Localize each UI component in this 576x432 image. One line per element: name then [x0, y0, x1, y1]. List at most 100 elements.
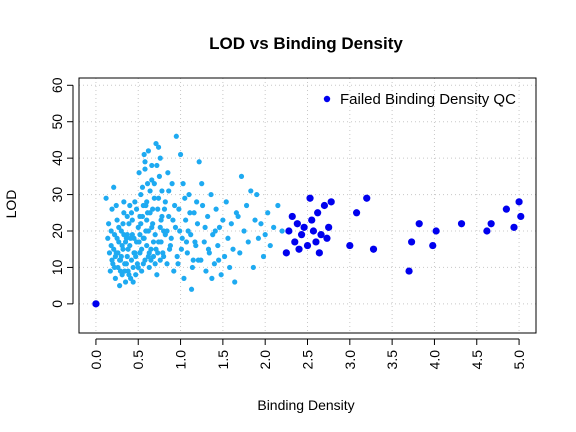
- data-point: [157, 155, 163, 161]
- data-point: [142, 166, 148, 172]
- data-point: [151, 181, 157, 187]
- data-point: [154, 272, 160, 278]
- y-tick-label: 0: [49, 300, 65, 308]
- data-point: [216, 257, 222, 263]
- data-point-failed: [405, 267, 413, 275]
- data-point: [139, 184, 146, 190]
- x-tick-label: 0.5: [130, 350, 146, 370]
- data-point: [149, 162, 155, 169]
- data-point: [212, 228, 218, 234]
- data-point: [142, 159, 148, 165]
- data-point: [112, 275, 118, 281]
- data-point: [146, 264, 152, 271]
- data-point: [271, 224, 277, 230]
- data-point-failed: [325, 223, 333, 231]
- x-axis-label: Binding Density: [257, 397, 354, 413]
- data-point: [183, 217, 189, 223]
- x-tick-label: 1.5: [215, 350, 231, 370]
- data-point: [143, 228, 149, 234]
- data-point: [151, 195, 157, 201]
- x-tick-label: 5.0: [511, 350, 527, 370]
- data-point: [118, 253, 124, 260]
- data-point: [166, 188, 172, 194]
- data-point: [147, 188, 153, 194]
- x-tick-label: 3.0: [342, 350, 358, 370]
- data-point: [237, 250, 243, 256]
- data-point: [168, 235, 174, 241]
- data-point: [180, 181, 186, 187]
- data-point: [141, 235, 147, 241]
- x-tick-label: 2.0: [257, 350, 273, 370]
- legend-marker-failed: [323, 95, 331, 103]
- data-point: [124, 253, 130, 260]
- data-point-failed: [309, 227, 318, 235]
- data-point: [136, 170, 142, 176]
- data-point: [106, 250, 113, 256]
- data-point: [111, 264, 118, 271]
- chart-title: LOD vs Binding Density: [209, 34, 403, 53]
- data-point: [213, 206, 219, 212]
- data-point-failed: [327, 198, 335, 206]
- data-point: [243, 202, 250, 209]
- data-point: [267, 242, 273, 249]
- y-axis: 0 10 20 30 40 50 60: [49, 77, 74, 308]
- data-point: [144, 181, 151, 187]
- data-point: [208, 191, 214, 198]
- data-point: [228, 221, 234, 227]
- data-point-failed: [346, 241, 354, 250]
- data-point-failed: [323, 234, 331, 242]
- data-point: [114, 217, 120, 223]
- data-point: [121, 210, 127, 216]
- data-point: [105, 235, 111, 241]
- data-point: [165, 170, 171, 176]
- grid-lines: [79, 78, 536, 333]
- data-point: [130, 279, 136, 285]
- data-point: [135, 264, 141, 271]
- data-point: [175, 261, 181, 267]
- data-point: [115, 250, 121, 256]
- data-point-failed: [317, 231, 325, 239]
- data-point: [109, 257, 115, 263]
- data-point: [132, 250, 138, 256]
- y-tick-label: 60: [49, 77, 65, 93]
- data-point: [199, 181, 205, 187]
- data-point-failed: [369, 245, 378, 253]
- data-point: [211, 261, 218, 267]
- data-point: [230, 246, 236, 252]
- y-tick-label: 10: [49, 259, 65, 275]
- data-points: [92, 133, 525, 308]
- data-point: [128, 210, 135, 216]
- data-point-failed: [288, 212, 296, 221]
- data-point: [155, 250, 161, 256]
- data-point: [124, 232, 130, 238]
- data-point: [176, 206, 182, 212]
- data-point: [144, 199, 150, 205]
- data-point: [194, 199, 200, 205]
- x-tick-label: 0.0: [88, 350, 104, 370]
- data-point: [113, 202, 119, 209]
- data-point: [139, 246, 145, 252]
- data-point-failed: [295, 245, 303, 253]
- legend-label-failed: Failed Binding Density QC: [340, 91, 516, 108]
- data-point: [223, 199, 229, 205]
- data-point: [149, 224, 155, 230]
- data-point: [140, 261, 146, 267]
- data-point-failed: [293, 220, 301, 228]
- data-point-failed: [432, 227, 440, 235]
- data-point: [133, 272, 139, 278]
- data-point: [129, 217, 135, 223]
- data-point: [159, 188, 165, 194]
- data-point-failed: [291, 238, 299, 246]
- data-point-failed: [457, 220, 466, 228]
- data-point: [112, 253, 118, 260]
- data-point: [155, 195, 162, 201]
- data-point: [132, 199, 138, 205]
- data-point-failed: [320, 201, 329, 210]
- data-point: [141, 151, 147, 158]
- data-point: [109, 206, 115, 212]
- y-tick-label: 30: [49, 187, 65, 203]
- y-axis-label: LOD: [3, 190, 19, 219]
- data-point: [172, 224, 179, 230]
- data-point: [166, 213, 172, 220]
